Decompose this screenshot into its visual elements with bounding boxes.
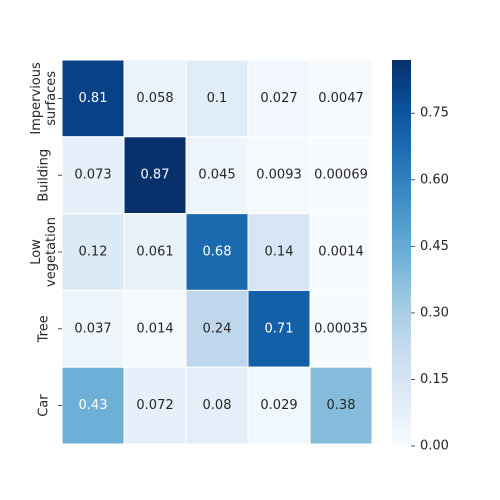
heatmap-cell [185,289,249,368]
colorbar-tick-label: 0.15 [420,372,449,387]
cell-value-label: 0.12 [79,245,108,260]
cell-value-label: 0.072 [136,398,173,413]
row-labels: Impervious surfaces Building Low vegetation T… [29,62,62,417]
row-label: vegetation [44,217,59,287]
row-label: Tree [37,315,52,343]
cell-value-label: 0.38 [327,398,356,413]
heatmap-cell [185,59,249,138]
cell-value-label: 0.43 [79,398,108,413]
heatmap-cell [309,213,373,291]
heatmap-cell [185,366,249,445]
cell-value-label: 0.058 [136,91,173,106]
colorbar-gradient [392,60,411,446]
cell-value-label: 0.061 [136,245,173,260]
cell-value-label: 0.81 [79,91,108,106]
cell-value-label: 0.24 [203,321,232,336]
heatmap-cell [123,59,187,138]
colorbar-tick-label: 0.60 [420,172,449,187]
heatmap-cell [247,213,311,291]
heatmap-cell [123,366,187,445]
heatmap-cell [247,289,311,368]
heatmap-cell [309,136,373,215]
cell-value-label: 0.87 [141,168,170,183]
heatmap-cell [247,59,311,138]
row-label: Car [37,394,52,417]
cell-value-label: 0.0093 [256,168,302,183]
row-label: Low [29,239,44,265]
cell-value-label: 0.029 [260,398,297,413]
cell-value-label: 0.045 [198,168,235,183]
cell-value-label: 0.0014 [318,245,364,260]
colorbar-tick-label: 0.45 [420,239,449,254]
cell-value-label: 0.14 [265,245,294,260]
heatmap-cell [61,59,125,138]
row-label: Building [37,149,52,202]
cell-value-label: 0.00069 [314,168,368,183]
heatmap-cell [123,289,187,368]
cell-value-label: 0.68 [203,245,232,260]
heatmap-cell [309,289,373,368]
cell-value-label: 0.073 [74,168,111,183]
colorbar-tick-label: 0.00 [420,439,449,454]
cell-value-label: 0.0047 [318,91,364,106]
heatmap-cells: 0.81 0.058 0.1 0.027 0.0047 0.073 0.87 0.045 0.0… [61,59,373,445]
heatmap-cell [61,136,125,215]
heatmap-cell [309,366,373,445]
cell-value-label: 0.027 [260,91,297,106]
cell-value-label: 0.71 [265,321,294,336]
colorbar-tick-label: 0.75 [420,106,449,121]
heatmap-cell [123,213,187,291]
cell-value-label: 0.00035 [314,321,368,336]
row-label: surfaces [44,71,59,126]
colorbar-tick-label: 0.30 [420,305,449,320]
colorbar: 0.00 0.15 0.30 0.45 0.60 0.75 [392,60,449,454]
cell-value-label: 0.014 [136,321,173,336]
heatmap-cell [61,366,125,445]
heatmap-cell [185,136,249,215]
cell-value-label: 0.037 [74,321,111,336]
cell-value-label: 0.08 [203,398,232,413]
row-label: Impervious [29,62,44,135]
cell-value-label: 0.1 [207,91,228,106]
